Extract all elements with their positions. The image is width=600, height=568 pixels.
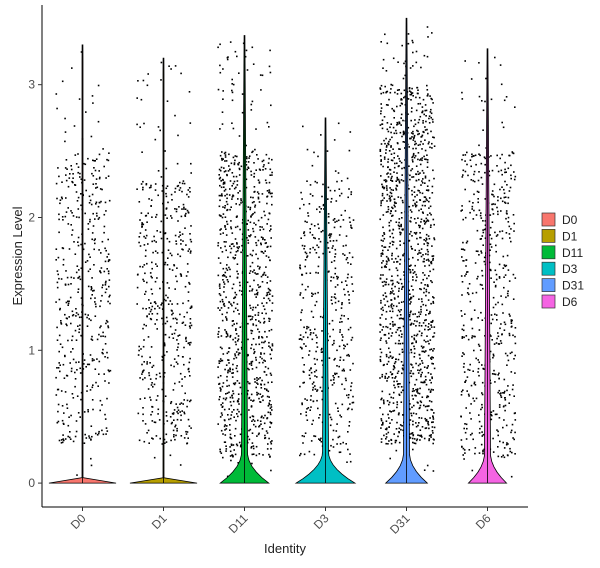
legend-label-D6: D6 xyxy=(562,295,578,309)
legend-label-D0: D0 xyxy=(562,213,578,227)
y-tick-label-2: 2 xyxy=(28,210,35,224)
x-tick-label-D11: D11 xyxy=(226,511,251,536)
x-tick-label-D3: D3 xyxy=(311,511,332,532)
legend-key-D6 xyxy=(541,294,556,309)
x-tick-label-D31: D31 xyxy=(387,511,413,537)
y-tick-label-0: 0 xyxy=(28,476,35,490)
y-ticks: 0 1 2 3 xyxy=(28,78,42,490)
x-tick-label-D6: D6 xyxy=(473,511,494,532)
jitter-points-layer xyxy=(55,26,517,481)
legend-label-D3: D3 xyxy=(562,262,578,276)
legend-label-D11: D11 xyxy=(562,246,583,260)
violins-layer xyxy=(48,17,508,484)
legend-label-D31: D31 xyxy=(562,279,584,293)
legend-key-D1 xyxy=(541,229,556,243)
legend-key-D31 xyxy=(541,278,556,292)
legend-key-D3 xyxy=(541,261,556,276)
x-tick-label-D0: D0 xyxy=(68,511,89,532)
x-tick-label-D1: D1 xyxy=(149,511,170,532)
y-tick-label-3: 3 xyxy=(28,78,35,92)
jitter-points-D0 xyxy=(55,51,112,476)
x-ticks: D0 D1 D11 D3 D31 D6 xyxy=(68,507,494,537)
legend: D0 D1 D11 D3 D31 D6 xyxy=(541,212,584,309)
legend-key-D0 xyxy=(541,212,556,227)
legend-label-D1: D1 xyxy=(562,229,578,243)
jitter-points-D3 xyxy=(298,122,355,477)
axes xyxy=(41,5,528,508)
legend-key-D11 xyxy=(541,245,556,260)
y-tick-label-1: 1 xyxy=(28,343,35,357)
x-axis-title: Identity xyxy=(264,541,306,556)
y-axis-title: Expression Level xyxy=(10,206,25,305)
